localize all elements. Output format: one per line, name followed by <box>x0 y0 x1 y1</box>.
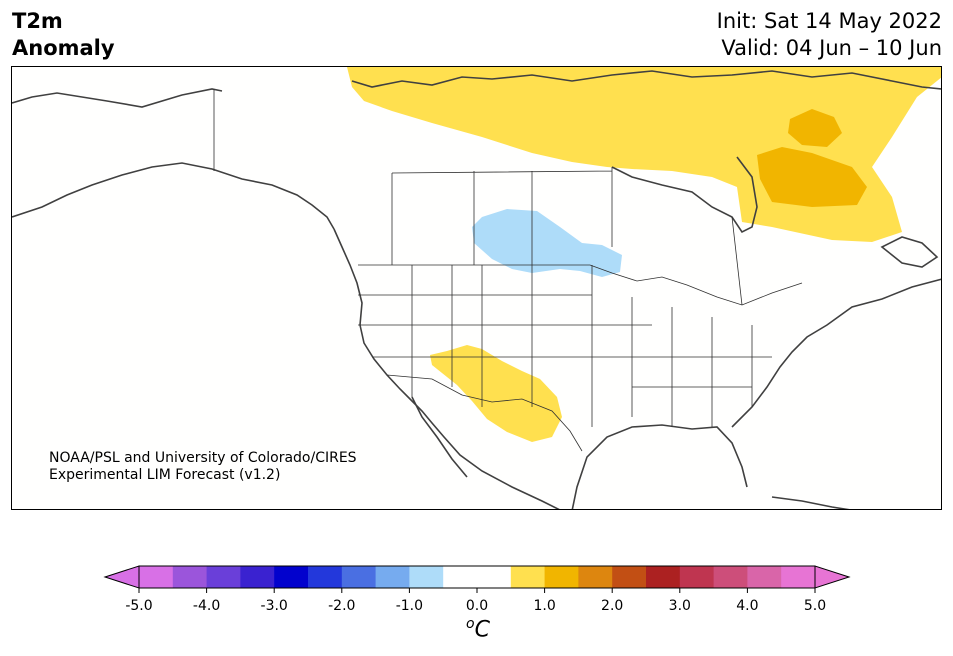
colorbar-tick-label: 2.0 <box>601 598 624 614</box>
warm-anomaly-baffin <box>788 109 842 147</box>
colorbar-cell <box>172 566 208 588</box>
alaska-coast <box>12 88 223 108</box>
forecast-dates: Init: Sat 14 May 2022 Valid: 04 Jun – 10… <box>717 8 942 62</box>
colorbar-cell <box>308 566 343 588</box>
colorbar-tick-label: 4.0 <box>736 598 759 614</box>
colorbar-over-arrow <box>814 565 851 589</box>
colorbar-tick-label: -4.0 <box>192 598 221 614</box>
colorbar-cell <box>206 566 241 588</box>
colorbar-tick-label: -1.0 <box>395 598 424 614</box>
credit-line-1: NOAA/PSL and University of Colorado/CIRE… <box>49 450 357 466</box>
alaska-south-coast <box>12 162 335 230</box>
init-date: Init: Sat 14 May 2022 <box>716 9 942 33</box>
colorbar-tick-label: 0.0 <box>465 598 489 614</box>
colorbar-cell <box>375 566 410 588</box>
colorbar-cell <box>544 566 579 588</box>
colorbar-cell <box>612 566 647 588</box>
us-mexico-border <box>386 374 583 452</box>
cuba-coast <box>771 496 850 509</box>
warm-anomaly-hudson-bay-east <box>757 147 867 207</box>
colorbar-cell <box>477 566 512 588</box>
colorbar-cell <box>679 566 715 588</box>
colorbar-tick-label: 1.0 <box>533 598 556 614</box>
colorbar-cell <box>139 566 174 588</box>
colorbar-cell <box>341 566 377 588</box>
colorbar-tick-label: -2.0 <box>328 598 356 614</box>
colorbar-tick-label: -3.0 <box>260 598 288 614</box>
colorbar-cell <box>713 566 748 588</box>
title-line-2: Anomaly <box>12 36 115 60</box>
credit-line-2: Experimental LIM Forecast (v1.2) <box>49 467 281 483</box>
title-line-1: T2m <box>12 9 63 33</box>
warm-anomaly-southwest <box>430 345 562 442</box>
colorbar-cell <box>781 566 816 588</box>
colorbar-cell <box>409 566 444 588</box>
colorbar-under-arrow <box>103 565 140 589</box>
arctic-islands <box>351 70 941 90</box>
cool-anomaly-northern-plains <box>472 209 622 277</box>
atlantic-coast <box>731 278 941 428</box>
newfoundland-coast <box>880 236 939 268</box>
warm-anomaly-arctic <box>347 67 941 242</box>
colorbar-tick-label: -5.0 <box>125 598 153 614</box>
colorbar-cell <box>646 566 681 588</box>
colorbar-cell <box>747 566 782 588</box>
colorbar-unit: oC <box>466 616 490 642</box>
colorbar-cell <box>240 566 275 588</box>
valid-date: Valid: 04 Jun – 10 Jun <box>721 36 942 60</box>
gulf-coast <box>571 424 748 509</box>
colorbar-cell <box>443 566 478 588</box>
colorbar-cell <box>510 566 546 588</box>
colorbar-tick-label: 5.0 <box>803 598 827 614</box>
colorbar-ticks <box>138 588 816 593</box>
baja-coast <box>411 396 468 478</box>
colorbar-cell <box>274 566 309 588</box>
unit-base: C <box>474 617 490 643</box>
pacific-coast <box>333 228 560 509</box>
us-states <box>358 265 772 427</box>
anomaly-map <box>12 67 941 509</box>
credit-text: NOAA/PSL and University of Colorado/CIRE… <box>49 450 357 484</box>
map-panel <box>11 66 942 510</box>
canada-provinces <box>391 167 743 306</box>
colorbar-cells <box>139 566 816 588</box>
colorbar-cell <box>578 566 613 588</box>
political-borders <box>213 89 803 452</box>
unit-superscript: o <box>466 616 475 632</box>
colorbar-tick-label: 3.0 <box>668 598 691 614</box>
map-title: T2m Anomaly <box>12 8 115 62</box>
